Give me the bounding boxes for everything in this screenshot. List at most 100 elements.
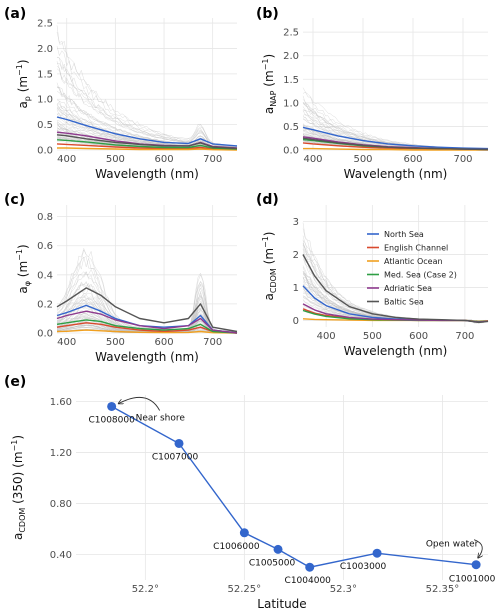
y-tick-label: 1.20 (50, 448, 72, 459)
x-tick-label: 52.35° (426, 584, 460, 595)
y-axis-label-unit: (m (262, 248, 276, 268)
point-label: C1006000 (213, 542, 260, 552)
x-tick-label: 700 (203, 154, 222, 165)
y-axis-label-unit: (m (16, 261, 30, 281)
y-axis-label-main: a (262, 293, 276, 300)
y-axis-label-close: ) (11, 435, 25, 440)
panel-5: (e) 52.2° 52.25° 52.3° 52.35° 0.40 0.80 1.20 1.6… (4, 374, 496, 611)
y-axis-label: ap (m−1) (15, 59, 32, 108)
legend: North Sea English Channel Atlantic Ocean Me… (367, 230, 457, 307)
y-tick-label: 0.0 (37, 146, 53, 157)
series-line (56, 116, 238, 147)
x-axis-label: Wavelength (nm) (344, 167, 448, 181)
y-axis-label-close: ) (16, 244, 30, 249)
y-axis-label-unit: (m (16, 76, 30, 96)
x-tick-label: 600 (403, 154, 422, 165)
y-tick-label: 2.5 (283, 28, 299, 39)
x-tick-label: 600 (154, 154, 173, 165)
series-line (56, 319, 238, 334)
y-axis-label-sup: −1 (261, 236, 270, 248)
background-spectrum (56, 56, 238, 147)
y-axis-label-close: ) (262, 54, 276, 59)
panel-label: (c) (4, 192, 25, 208)
y-tick-label: 2 (293, 250, 299, 261)
data-point (174, 438, 184, 448)
panel-label: (a) (4, 6, 26, 22)
y-axis-label-main: a (262, 107, 276, 114)
point-label: C1008000 (88, 415, 135, 425)
series-line (56, 143, 238, 151)
x-tick-label: 400 (317, 331, 336, 342)
x-tick-label: 500 (106, 154, 125, 165)
x-tick-label: 700 (455, 331, 474, 342)
series-line (57, 147, 238, 151)
y-tick-label: 1.5 (37, 69, 53, 80)
y-axis-label-sub: φ (23, 281, 32, 286)
y-axis-label-sub: p (23, 96, 32, 101)
legend-label: North Sea (384, 230, 424, 239)
annotation-label: Open water (426, 540, 479, 550)
annotation-label: Near shore (136, 413, 186, 423)
y-tick-label: 3 (293, 217, 299, 228)
annotation-arrow (119, 396, 161, 411)
y-tick-label: 1.0 (37, 95, 53, 106)
x-tick-label: 700 (453, 154, 472, 165)
y-tick-label: 0.0 (283, 146, 299, 157)
point-label: C1001000 (449, 575, 496, 585)
y-axis-label-main: a (11, 533, 25, 540)
y-tick-label: 2.5 (37, 19, 53, 30)
y-axis-label-main: a (16, 101, 30, 108)
y-axis-label-close: ) (16, 59, 30, 64)
y-tick-label: 2.0 (37, 44, 53, 55)
panel-1: (a) 400 500 600 700 0.0 0.5 1.0 1.5 2.0 2.5 Wavelen… (4, 6, 238, 181)
legend-label: English Channel (384, 244, 448, 253)
y-axis-label-sup: −1 (15, 64, 24, 76)
background-spectrum (56, 46, 238, 147)
x-tick-label: 400 (303, 154, 322, 165)
y-axis-label-sup: −1 (10, 440, 19, 452)
y-tick-label: 2.0 (283, 51, 299, 62)
y-axis-label-unit: (m (262, 70, 276, 90)
y-tick-label: 0.8 (37, 212, 53, 223)
background-spectrum (56, 65, 237, 148)
point-label: C1005000 (249, 558, 296, 568)
y-tick-label: 1.60 (50, 397, 72, 408)
panel-3: (c) 400 500 600 700 0.0 0.2 0.4 0.6 0.8 Wavelength… (4, 192, 238, 364)
legend-label: Med. Sea (Case 2) (384, 271, 457, 280)
y-tick-label: 1.0 (283, 98, 299, 109)
x-tick-label: 400 (57, 154, 76, 165)
series-line (56, 139, 238, 150)
panel-2: (b) 400 500 600 700 0.0 0.5 1.0 1.5 2.0 2.5 Wavelen… (256, 6, 489, 181)
x-axis-label: Wavelength (nm) (95, 167, 199, 181)
series-line (303, 147, 488, 151)
series-line (56, 287, 238, 333)
x-tick-label: 52.3° (330, 584, 357, 595)
y-tick-label: 1.5 (283, 75, 299, 86)
y-axis-label: aCDOM (m−1) (261, 232, 278, 301)
x-tick-label: 500 (106, 337, 125, 348)
data-point (471, 560, 481, 570)
series-line (56, 134, 238, 150)
y-axis-label: aφ (m−1) (15, 244, 32, 293)
data-point (372, 548, 382, 558)
data-point (239, 528, 249, 538)
legend-label: Baltic Sea (384, 298, 424, 307)
background-spectrum (56, 249, 238, 332)
y-axis-label: aCDOM (350) (m−1) (10, 435, 27, 540)
data-point (273, 544, 283, 554)
x-axis-label: Wavelength (nm) (344, 344, 448, 358)
x-tick-label: 600 (154, 337, 173, 348)
series-line (56, 322, 238, 334)
x-tick-label: 52.25° (228, 584, 262, 595)
panel-label: (e) (4, 374, 26, 390)
background-spectrum (56, 31, 238, 147)
legend-label: Adriatic Sea (384, 284, 432, 293)
x-tick-label: 500 (363, 331, 382, 342)
point-label: C1003000 (340, 562, 387, 572)
y-tick-label: 0.80 (50, 499, 72, 510)
series-line (111, 405, 477, 568)
annotation-arrow (473, 539, 482, 558)
y-tick-label: 0.4 (37, 270, 53, 281)
y-tick-label: 0.6 (37, 241, 53, 252)
